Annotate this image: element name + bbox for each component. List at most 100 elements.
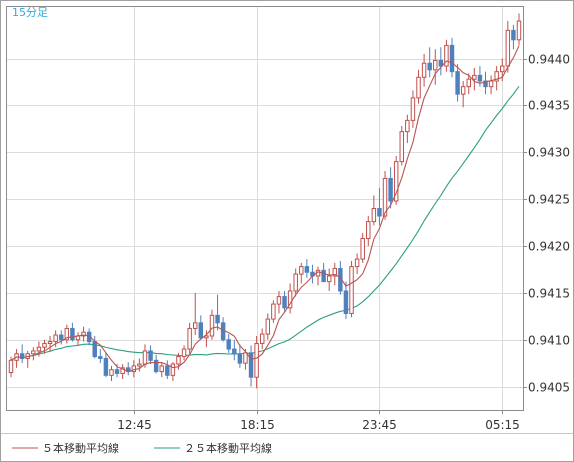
candle-down [226, 339, 231, 350]
candle-down [92, 341, 97, 358]
candle-up [405, 119, 410, 133]
x-tick-label: 18:15 [240, 418, 275, 432]
candle-down [477, 74, 483, 82]
candle-up [209, 314, 215, 337]
candle-up [472, 74, 477, 80]
candle-up [8, 359, 14, 374]
y-tick-label: 0.9425 [528, 193, 570, 207]
candle-up [505, 29, 511, 67]
candle-down [438, 59, 444, 67]
candle-up [360, 237, 365, 260]
candle-up [81, 331, 86, 337]
candle-up [42, 342, 47, 348]
candle-down [248, 352, 254, 378]
legend-ma25-label: ２５本移動平均線 [184, 441, 272, 455]
y-tick-label: 0.9440 [528, 53, 570, 67]
candle-down [427, 62, 432, 71]
candle-up [187, 327, 192, 350]
candle-up [299, 266, 304, 275]
candle-up [120, 367, 125, 374]
candle-up [64, 327, 70, 341]
ma5-line [10, 45, 520, 373]
candle-down [153, 359, 159, 373]
candle-up [410, 97, 416, 121]
candle-up [500, 65, 505, 73]
x-tick-label: 12:45 [117, 418, 152, 432]
ma5-layer [10, 45, 520, 373]
candle-up [259, 333, 265, 344]
grid-layer [7, 7, 523, 410]
candle-up [444, 44, 449, 67]
candle-up [204, 335, 209, 339]
candle-up [254, 342, 259, 378]
candle-down [70, 327, 75, 341]
candle-up [192, 322, 198, 329]
candle-down [304, 266, 310, 273]
candle-down [215, 314, 220, 324]
chart-title: 15分足 [12, 6, 48, 19]
candle-down [103, 357, 109, 376]
candle-up [349, 266, 354, 314]
candle-up [159, 365, 164, 373]
candle-up [460, 86, 466, 95]
legend-ma5-label: ５本移動平均線 [42, 441, 119, 455]
candle-up [170, 363, 176, 376]
candle-down [237, 353, 243, 364]
candle-up [271, 303, 276, 320]
candle-up [332, 267, 338, 277]
candle-up [326, 275, 332, 283]
candle-down [377, 208, 382, 217]
candle-up [371, 208, 377, 223]
candle-up [131, 365, 137, 373]
y-axis: 0.9440 0.9435 0.9430 0.9425 0.9420 0.9415 0.94… [523, 53, 570, 395]
candle-down [449, 44, 455, 73]
candle-up [181, 348, 187, 358]
candle-up [466, 78, 471, 88]
candle-up [399, 131, 404, 163]
x-axis: 12:45 18:15 23:45 05:15 [117, 410, 520, 432]
y-tick-label: 0.9415 [528, 287, 570, 301]
candle-down [98, 356, 103, 359]
candle-up [354, 258, 360, 268]
candle-up [287, 290, 293, 309]
candle-down [321, 269, 326, 283]
candle-down [114, 369, 120, 374]
candle-down [483, 80, 488, 88]
candle-up [31, 350, 36, 355]
candle-up [433, 59, 438, 71]
candle-up [366, 221, 371, 239]
candle-up [53, 334, 58, 343]
candle-down [511, 29, 516, 41]
candle-up [416, 76, 421, 99]
candle-down [165, 365, 170, 376]
y-tick-label: 0.9410 [528, 334, 570, 348]
candle-up [393, 161, 399, 202]
candle-up [276, 296, 282, 305]
candle-up [243, 352, 248, 364]
candle-down [198, 322, 204, 339]
y-tick-label: 0.9430 [528, 146, 570, 160]
candle-up [137, 363, 142, 367]
candle-up [494, 71, 499, 82]
candle-up [176, 356, 181, 365]
x-tick-label: 23:45 [362, 418, 397, 432]
y-tick-label: 0.9405 [528, 381, 570, 395]
candle-down [19, 353, 25, 359]
legend: ５本移動平均線 ２５本移動平均線 [12, 441, 272, 455]
x-tick-label: 05:15 [485, 418, 520, 432]
candle-up [421, 62, 427, 78]
candle-down [282, 296, 287, 309]
candle-down [232, 348, 237, 355]
y-tick-label: 0.9435 [528, 99, 570, 113]
candle-up [265, 318, 271, 335]
candle-up [142, 350, 148, 365]
candle-down [388, 178, 393, 202]
candle-up [47, 341, 53, 344]
candle-up [293, 273, 298, 292]
candle-up [109, 369, 114, 376]
candle-down [343, 290, 349, 314]
candle-up [36, 346, 42, 352]
candle-up [488, 80, 494, 88]
